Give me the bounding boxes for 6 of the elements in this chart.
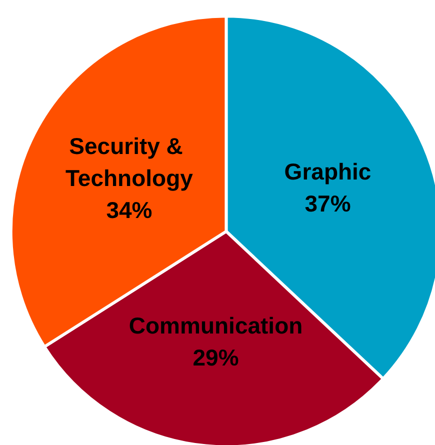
slice-label: Graphic (284, 158, 372, 184)
data-label: 34% (106, 197, 152, 224)
data-label: 37% (304, 190, 351, 216)
slice-label: Communication (128, 312, 303, 339)
data-label: 29% (192, 344, 239, 371)
slice-label: Security & Technology (66, 133, 194, 192)
